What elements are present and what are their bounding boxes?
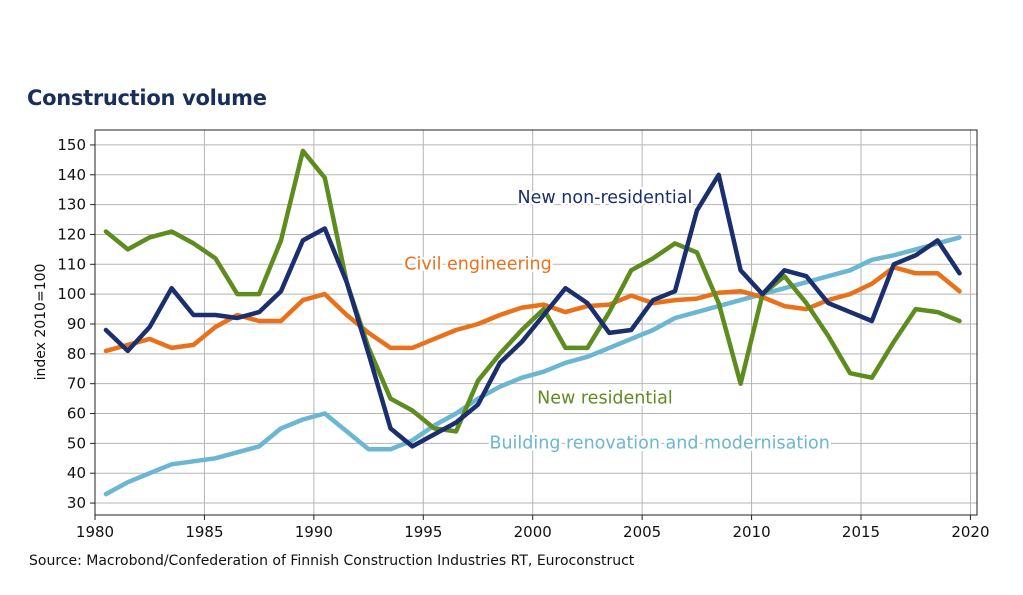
y-tick-label: 120 — [57, 225, 86, 243]
series-label: New non-residential — [518, 188, 693, 208]
y-tick-label: 110 — [57, 255, 86, 273]
x-tick-label: 2005 — [623, 523, 661, 541]
y-tick-label: 70 — [67, 375, 86, 393]
series-labels: New non-residential Civil engineering New … — [402, 186, 833, 456]
x-tick-label: 2020 — [951, 523, 989, 541]
series-line-new-non-residential — [103, 172, 962, 449]
series-label: New residential — [537, 389, 673, 409]
source-note: Source: Macrobond/Confederation of Finni… — [29, 553, 635, 569]
x-axis-ticks: 1980 1985 1990 1995 2000 2005 2010 2015 2020 — [76, 515, 990, 541]
series-line-new-residential — [103, 148, 962, 434]
y-tick-label: 150 — [57, 136, 86, 154]
y-tick-label: 80 — [67, 345, 86, 363]
y-tick-label: 140 — [57, 166, 86, 184]
y-tick-label: 60 — [67, 405, 86, 423]
y-axis-label: index 2010=100 — [33, 264, 49, 381]
series-line-civil-engineering — [103, 265, 962, 354]
series-label: Building renovation and modernisation — [489, 433, 829, 453]
x-tick-label: 2000 — [514, 523, 552, 541]
y-tick-label: 100 — [57, 285, 86, 303]
x-tick-label: 1995 — [404, 523, 442, 541]
x-tick-label: 1990 — [295, 523, 333, 541]
y-tick-label: 30 — [67, 494, 86, 512]
y-tick-label: 50 — [67, 434, 86, 452]
y-axis-ticks: 30 40 50 60 70 80 90 100 110 120 130 140 150 — [57, 136, 95, 512]
series-lines — [103, 148, 962, 497]
x-tick-label: 1985 — [185, 523, 223, 541]
x-tick-label: 2010 — [732, 523, 770, 541]
plot-frame — [94, 129, 978, 516]
series-line-building-renovation-and-modernisation — [103, 235, 962, 497]
chart-title: Construction volume — [27, 86, 267, 110]
y-tick-label: 130 — [57, 196, 86, 214]
series-label: Civil engineering — [404, 254, 551, 274]
y-tick-label: 40 — [67, 464, 86, 482]
x-tick-label: 1980 — [76, 523, 114, 541]
x-tick-label: 2015 — [842, 523, 880, 541]
y-tick-label: 90 — [67, 315, 86, 333]
